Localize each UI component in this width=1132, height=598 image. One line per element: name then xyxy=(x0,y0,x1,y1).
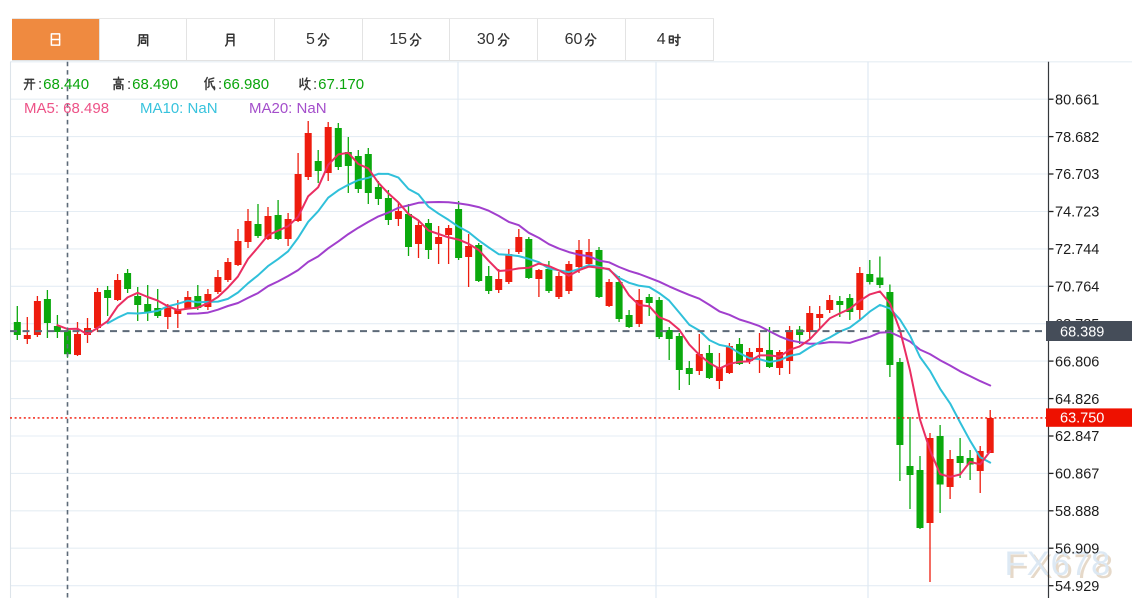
svg-text:66.806: 66.806 xyxy=(1055,354,1099,370)
svg-text:58.888: 58.888 xyxy=(1055,504,1099,520)
svg-text:FX678: FX678 xyxy=(1005,545,1112,583)
svg-text:62.847: 62.847 xyxy=(1055,429,1099,445)
svg-text:60.867: 60.867 xyxy=(1055,467,1099,483)
svg-text:54.929: 54.929 xyxy=(1055,579,1099,595)
svg-text:76.703: 76.703 xyxy=(1055,167,1099,183)
svg-text:72.744: 72.744 xyxy=(1055,242,1099,258)
svg-text:56.909: 56.909 xyxy=(1055,541,1099,557)
svg-text:74.723: 74.723 xyxy=(1055,205,1099,221)
svg-text:63.750: 63.750 xyxy=(1060,411,1104,427)
svg-text:64.826: 64.826 xyxy=(1055,392,1099,408)
svg-text:78.682: 78.682 xyxy=(1055,130,1099,146)
svg-text:68.389: 68.389 xyxy=(1060,324,1104,340)
svg-text:FX678: FX678 xyxy=(1008,548,1115,586)
svg-text:80.661: 80.661 xyxy=(1055,92,1099,108)
svg-text:70.764: 70.764 xyxy=(1055,280,1099,296)
